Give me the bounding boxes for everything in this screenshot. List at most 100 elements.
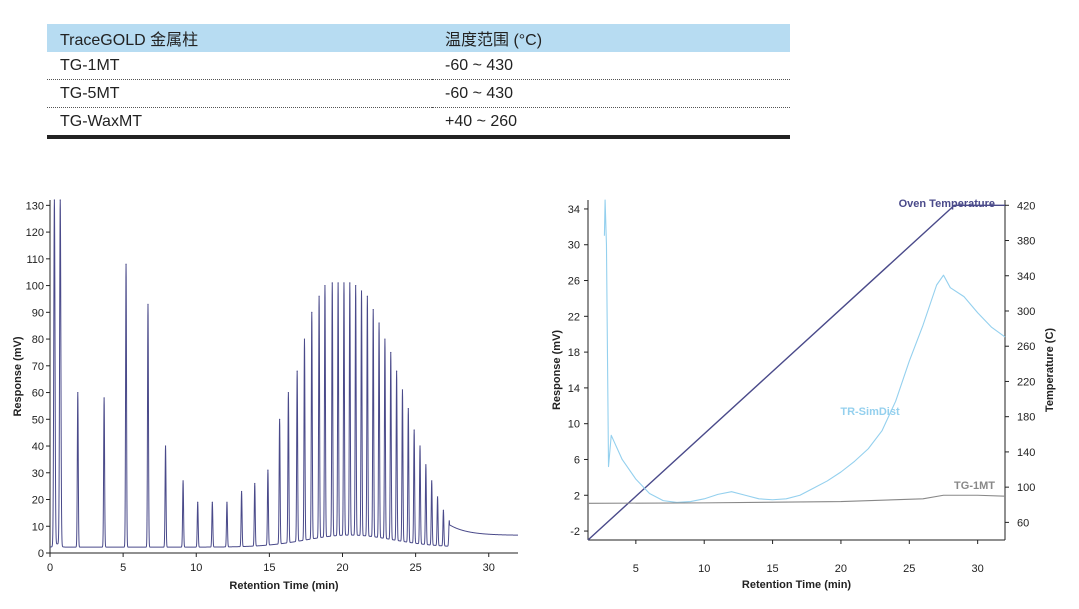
y-tick-label: 20 (32, 495, 44, 507)
y2-tick-label: 340 (1017, 271, 1035, 283)
oven-temperature-label: Oven Temperature (899, 198, 995, 210)
x-tick-label: 15 (263, 562, 275, 574)
chromatogram-peak (337, 282, 339, 284)
chromatogram-peak (182, 480, 184, 482)
table-row: TG-WaxMT +40 ~ 260 (47, 107, 790, 139)
oven-temperature-line (587, 204, 1005, 541)
x-tick-label: 5 (633, 563, 639, 575)
chromatogram-peak (211, 501, 213, 503)
y-tick-label: 100 (26, 281, 44, 293)
chromatogram-peak (226, 501, 228, 503)
chromatogram-peak (318, 295, 320, 297)
chromatogram-peak (164, 445, 167, 447)
y-tick-label: 120 (26, 227, 44, 239)
y-tick-label: 30 (568, 240, 580, 252)
y-tick-label: 90 (32, 307, 44, 319)
y-tick-label: 130 (26, 200, 44, 212)
chromatogram-peak (366, 295, 368, 297)
chromatogram-peak (355, 284, 357, 287)
table-cell-range: -60 ~ 430 (432, 79, 790, 108)
y2-tick-label: 100 (1017, 482, 1035, 494)
y-axis-label: Response (mV) (12, 336, 24, 416)
chromatogram-peak (448, 520, 450, 522)
y2-axis-label: Temperature (C) (1044, 328, 1056, 412)
chromatogram-peak (390, 351, 392, 354)
chromatogram-peak (384, 338, 386, 340)
y-tick-label: 50 (32, 414, 44, 426)
table-cell-range: +40 ~ 260 (432, 107, 790, 139)
y-tick-label: -2 (570, 526, 580, 538)
y-tick-label: 26 (568, 276, 580, 288)
y-tick-label: 6 (574, 454, 580, 466)
y2-tick-label: 260 (1017, 341, 1035, 353)
x-tick-label: 30 (483, 562, 495, 574)
chromatogram-peak (407, 407, 409, 410)
y-tick-label: 0 (38, 548, 44, 560)
y-tick-label: 70 (32, 361, 44, 373)
table-cell-range: -60 ~ 430 (432, 52, 790, 80)
column-temperature-table: TraceGOLD 金属柱 温度范围 (°C) TG-1MT -60 ~ 430… (47, 24, 790, 139)
chromatogram-peak (431, 480, 433, 482)
chromatogram-peak (442, 509, 445, 511)
chromatogram-peak (197, 501, 199, 503)
chromatogram-peak (53, 199, 55, 201)
chromatogram-peak (360, 290, 363, 292)
y2-tick-label: 380 (1017, 236, 1035, 248)
chromatogram-peak (103, 397, 105, 399)
x-tick-label: 20 (835, 563, 847, 575)
chromatogram-peak (59, 199, 61, 201)
chromatogram-chart: 0 10 20 30 40 50 60 70 80 90 100 110 120 130 0 5 10 15 20 2… (12, 199, 518, 592)
tr-simdist-label: TR-SimDist (840, 406, 900, 418)
y-axis-label: Response (mV) (551, 330, 563, 410)
y-tick-label: 60 (32, 388, 44, 400)
x-tick-label: 25 (410, 562, 422, 574)
chromatogram-peak (436, 496, 439, 498)
chromatogram-peak (240, 490, 243, 493)
y-tick-label: 2 (574, 490, 580, 502)
chromatogram-peak (303, 338, 306, 340)
x-tick-label: 15 (766, 563, 778, 575)
chromatogram-peak (287, 391, 289, 394)
y2-tick-label: 220 (1017, 376, 1035, 388)
x-tick-label: 10 (190, 562, 202, 574)
x-tick-label: 30 (972, 563, 984, 575)
chromatogram-peak (254, 482, 256, 485)
x-axis-label: Retention Time (min) (742, 579, 852, 591)
table-cell-column: TG-1MT (47, 52, 432, 80)
chromatogram-peak (401, 389, 404, 391)
header-column-name: TraceGOLD 金属柱 (47, 24, 432, 52)
chromatogram-peak (77, 391, 79, 394)
header-temperature-range: 温度范围 (°C) (432, 24, 790, 52)
chromatogram-peak (279, 418, 281, 420)
tg-1mt-line (587, 494, 1006, 504)
y2-tick-label: 180 (1017, 412, 1035, 424)
table-row: TG-5MT -60 ~ 430 (47, 79, 790, 108)
chromatogram-peak (378, 322, 380, 324)
x-tick-label: 0 (47, 562, 53, 574)
y-tick-label: 18 (568, 347, 580, 359)
y-tick-label: 34 (568, 204, 580, 216)
y-tick-label: 110 (26, 254, 44, 266)
tr-simdist-line (603, 199, 1006, 503)
chromatogram-peak (349, 282, 351, 284)
chromatogram-peak (372, 309, 374, 311)
chromatogram-peak (324, 284, 326, 287)
y-tick-label: 30 (32, 468, 44, 480)
y-tick-label: 10 (568, 419, 580, 431)
y-tick-label: 14 (568, 383, 580, 395)
table-cell-column: TG-WaxMT (47, 107, 432, 139)
x-tick-label: 20 (336, 562, 348, 574)
chromatogram-peak (311, 311, 313, 313)
chromatogram-peak (331, 282, 333, 284)
y2-tick-label: 420 (1017, 200, 1035, 212)
chromatogram-peak (296, 370, 298, 372)
y2-tick-label: 60 (1017, 517, 1029, 529)
x-axis-label: Retention Time (min) (229, 580, 339, 592)
chromatogram-trace (49, 199, 518, 548)
y-tick-label: 22 (568, 311, 580, 323)
y-tick-label: 10 (32, 521, 44, 533)
chromatogram-peak (267, 469, 269, 471)
chromatogram-peak (419, 445, 421, 447)
y-tick-label: 40 (32, 441, 44, 453)
